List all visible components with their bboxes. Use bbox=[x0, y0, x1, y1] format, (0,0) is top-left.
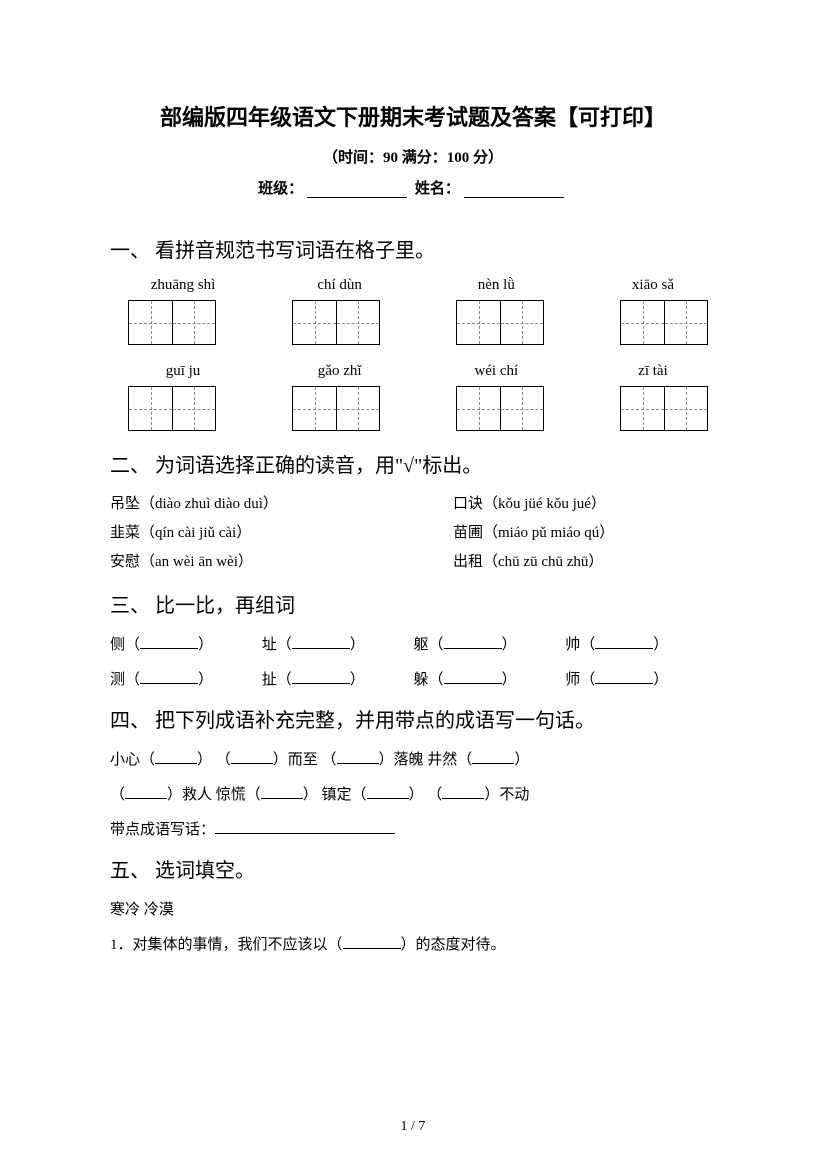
pinyin-row-2: guī ju gǎo zhǐ wéi chí zī tài bbox=[110, 363, 716, 380]
q2-item: 韭菜（qín cài jiǔ cài） bbox=[110, 521, 373, 542]
document-subtitle: （时间：90 满分：100 分） bbox=[110, 146, 716, 167]
pinyin-label: guī ju bbox=[128, 363, 238, 380]
q4-text: 小心（ bbox=[110, 752, 155, 768]
answer-blank[interactable] bbox=[343, 935, 401, 949]
answer-blank[interactable] bbox=[292, 670, 350, 684]
q3-char: 址 bbox=[262, 637, 277, 653]
q2-heading: 二、 为词语选择正确的读音，用"√"标出。 bbox=[110, 449, 716, 478]
q4-line-1: 小心（ ） （ ）而至 （ ）落魄 井然（ ） bbox=[110, 747, 716, 774]
answer-blank[interactable] bbox=[595, 670, 653, 684]
q3-row-1: 侧（） 址（） 躯（） 帅（） bbox=[110, 632, 716, 659]
answer-blank[interactable] bbox=[261, 785, 303, 799]
q2-content: 吊坠（diào zhuì diào duì） 韭菜（qín cài jiǔ cà… bbox=[110, 492, 716, 579]
answer-blank[interactable] bbox=[472, 750, 514, 764]
answer-blank[interactable] bbox=[444, 670, 502, 684]
q4-heading: 四、 把下列成语补充完整，并用带点的成语写一句话。 bbox=[110, 704, 716, 733]
writing-box[interactable] bbox=[456, 386, 544, 431]
q4-text: ） 镇定（ bbox=[303, 787, 367, 803]
pinyin-label: zī tài bbox=[598, 363, 708, 380]
q3-heading: 三、 比一比，再组词 bbox=[110, 589, 716, 618]
class-label: 班级： bbox=[258, 181, 303, 197]
pinyin-row-1: zhuāng shì chí dùn nèn lǜ xiāo sǎ bbox=[110, 277, 716, 294]
answer-blank[interactable] bbox=[125, 785, 167, 799]
q2-item: 安慰（an wèi ān wèi） bbox=[110, 550, 373, 571]
pinyin-label: chí dùn bbox=[285, 277, 395, 294]
pinyin-label: nèn lǜ bbox=[441, 277, 551, 294]
writing-box[interactable] bbox=[128, 300, 216, 345]
pinyin-label: gǎo zhǐ bbox=[285, 363, 395, 380]
q3-char: 躯 bbox=[414, 637, 429, 653]
q1-heading: 一、 看拼音规范书写词语在格子里。 bbox=[110, 234, 716, 263]
answer-blank[interactable] bbox=[155, 750, 197, 764]
student-info-row: 班级： 姓名： bbox=[110, 177, 716, 198]
q4-text: ）落魄 井然（ bbox=[379, 752, 473, 768]
q3-char: 测 bbox=[110, 672, 125, 688]
writing-box[interactable] bbox=[620, 386, 708, 431]
document-title: 部编版四年级语文下册期末考试题及答案【可打印】 bbox=[110, 100, 716, 132]
answer-blank[interactable] bbox=[140, 635, 198, 649]
writing-box[interactable] bbox=[292, 300, 380, 345]
q2-left-col: 吊坠（diào zhuì diào duì） 韭菜（qín cài jiǔ cà… bbox=[110, 492, 373, 579]
page-number: 1 / 7 bbox=[0, 1119, 826, 1135]
writing-box[interactable] bbox=[128, 386, 216, 431]
q4-sentence: 带点成语写话： bbox=[110, 817, 716, 844]
q2-item: 口诀（kǒu jüé kǒu jué） bbox=[453, 492, 716, 513]
answer-blank[interactable] bbox=[292, 635, 350, 649]
answer-blank[interactable] bbox=[595, 635, 653, 649]
q4-text: ）不动 bbox=[484, 787, 529, 803]
q5-item-1: 1．对集体的事情，我们不应该以（ ）的态度对待。 bbox=[110, 932, 716, 959]
q5-words: 寒冷 冷漠 bbox=[110, 897, 716, 924]
q4-text: ） bbox=[514, 752, 529, 768]
box-row-1 bbox=[110, 300, 716, 345]
answer-blank[interactable] bbox=[444, 635, 502, 649]
class-blank[interactable] bbox=[307, 182, 407, 198]
q3-char: 师 bbox=[565, 672, 580, 688]
q5-text: ）的态度对待。 bbox=[401, 937, 506, 953]
name-label: 姓名： bbox=[415, 181, 460, 197]
q4-text: ）救人 惊慌（ bbox=[167, 787, 261, 803]
pinyin-label: wéi chí bbox=[441, 363, 551, 380]
name-blank[interactable] bbox=[464, 182, 564, 198]
q4-text: ） （ bbox=[197, 752, 231, 768]
answer-blank[interactable] bbox=[140, 670, 198, 684]
q3-char: 帅 bbox=[565, 637, 580, 653]
answer-blank[interactable] bbox=[231, 750, 273, 764]
writing-box[interactable] bbox=[620, 300, 708, 345]
answer-blank[interactable] bbox=[442, 785, 484, 799]
q4-text: ）而至 （ bbox=[273, 752, 337, 768]
q3-char: 侧 bbox=[110, 637, 125, 653]
q5-text: 1．对集体的事情，我们不应该以（ bbox=[110, 937, 343, 953]
q5-heading: 五、 选词填空。 bbox=[110, 854, 716, 883]
q3-row-2: 测（） 扯（） 躲（） 师（） bbox=[110, 667, 716, 694]
q2-item: 吊坠（diào zhuì diào duì） bbox=[110, 492, 373, 513]
pinyin-label: zhuāng shì bbox=[128, 277, 238, 294]
q3-char: 扯 bbox=[262, 672, 277, 688]
answer-blank[interactable] bbox=[367, 785, 409, 799]
q2-item: 出租（chū zū chū zhū） bbox=[453, 550, 716, 571]
q4-text: （ bbox=[110, 787, 125, 803]
q4-text: ） （ bbox=[409, 787, 443, 803]
q3-char: 躲 bbox=[414, 672, 429, 688]
box-row-2 bbox=[110, 386, 716, 431]
q4-line-2: （ ）救人 惊慌（ ） 镇定（ ） （ ）不动 bbox=[110, 782, 716, 809]
q4-sentence-label: 带点成语写话： bbox=[110, 822, 215, 838]
q2-right-col: 口诀（kǒu jüé kǒu jué） 苗圃（miáo pǔ miáo qú） … bbox=[453, 492, 716, 579]
answer-blank[interactable] bbox=[337, 750, 379, 764]
pinyin-label: xiāo sǎ bbox=[598, 277, 708, 294]
writing-box[interactable] bbox=[292, 386, 380, 431]
answer-blank[interactable] bbox=[215, 820, 395, 834]
q2-item: 苗圃（miáo pǔ miáo qú） bbox=[453, 521, 716, 542]
writing-box[interactable] bbox=[456, 300, 544, 345]
